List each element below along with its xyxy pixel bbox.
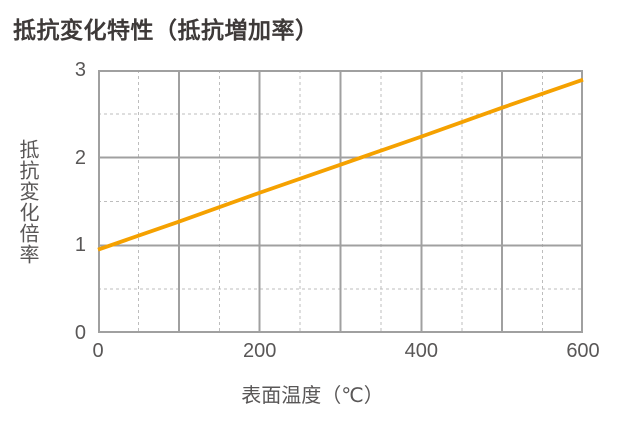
y-tick-label: 1 [74, 234, 86, 257]
x-tick-labels: 0 200 400 600 [92, 340, 599, 365]
x-tick-label: 400 [404, 340, 439, 362]
x-axis-title: 表面温度（℃） [241, 385, 384, 407]
plot-border [98, 70, 583, 333]
y-axis-title: 抵抗変化倍率 [13, 70, 42, 333]
chart-title: 抵抗変化特性（抵抗増加率） [13, 17, 319, 43]
x-tick-label: 200 [242, 340, 277, 362]
series-line [97, 77, 584, 252]
plot-area [97, 70, 584, 333]
y-tick-labels: 0 1 2 3 [50, 60, 86, 343]
y-axis-title-text: 抵抗変化倍率 [16, 138, 38, 265]
plot-svg [97, 70, 584, 333]
y-tick-label: 0 [74, 322, 86, 344]
x-tick-label: 0 [92, 340, 104, 362]
x-tick-label: 600 [566, 340, 600, 362]
y-tick-label: 3 [74, 59, 86, 81]
y-tick-label: 2 [74, 146, 86, 169]
